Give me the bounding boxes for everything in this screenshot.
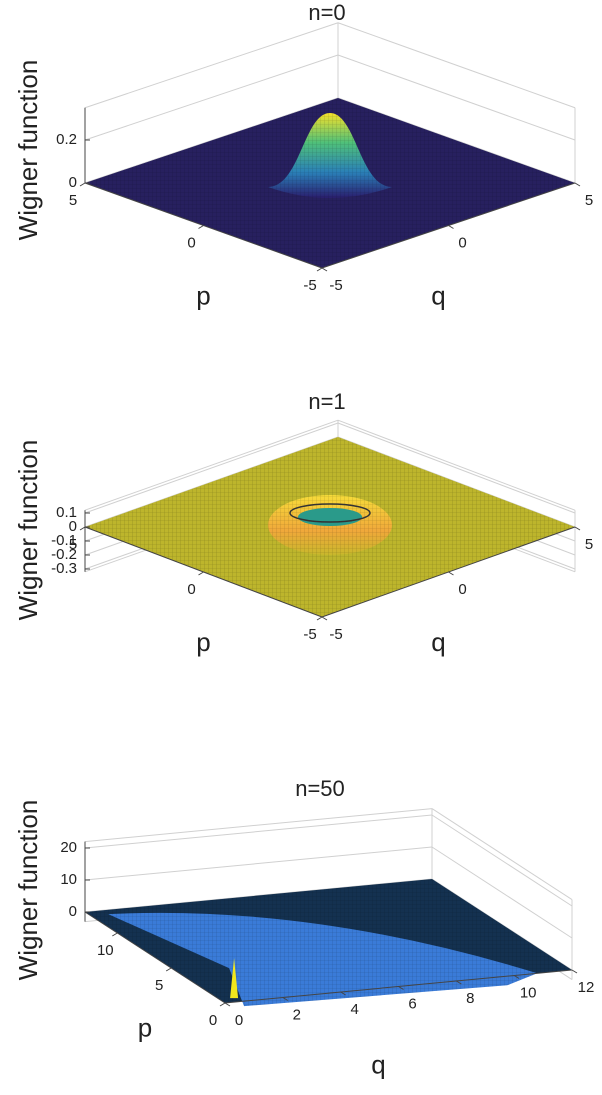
p-axis-label: p [196, 280, 210, 310]
grid-line [337, 54, 576, 141]
p-tick-label: 0 [187, 234, 195, 251]
q-tick-label: 8 [466, 990, 474, 1007]
p-tick-label: 5 [69, 536, 77, 553]
q-tick-label: 10 [520, 984, 537, 1001]
grid-line [84, 422, 339, 514]
q-tick-label: 12 [578, 979, 595, 996]
tick-mark [198, 225, 204, 229]
q-tick-label: -5 [329, 626, 342, 643]
box-edge [84, 22, 339, 109]
p-tick-label: 5 [69, 192, 77, 209]
tick-mark [219, 1002, 226, 1007]
box-edge [337, 419, 576, 511]
z-tick-label: -0.1 [51, 532, 77, 549]
tick-mark [340, 991, 346, 996]
chart-title: n=50 [295, 776, 345, 801]
tick-mark [448, 571, 454, 576]
q-axis-label: q [371, 1049, 385, 1079]
surface-dip-rim [289, 503, 371, 523]
q-axis-label: q [431, 280, 445, 310]
z-axis-label: Wigner function [13, 440, 43, 621]
tick-mark [316, 616, 323, 621]
z-tick-label: 0 [69, 903, 77, 920]
tick-mark [574, 182, 581, 187]
tick-mark [79, 526, 86, 531]
z-axis-label: Wigner function [13, 800, 43, 981]
q-tick-label: -5 [329, 277, 342, 294]
p-tick-label: 5 [155, 977, 163, 994]
box-edge [431, 808, 573, 901]
tick-mark [513, 975, 520, 979]
tick-mark [398, 986, 404, 990]
box-edge [84, 808, 433, 843]
grid-line [431, 846, 573, 939]
tick-mark [198, 571, 204, 576]
tick-mark [448, 225, 454, 229]
p-axis [84, 911, 226, 1004]
tick-mark [112, 932, 118, 937]
p-tick-label: 0 [209, 1012, 217, 1029]
q-tick-label: 0 [235, 1012, 243, 1029]
grid-line [84, 846, 433, 881]
z-tick-label: -0.2 [51, 546, 77, 563]
tick-mark [321, 267, 328, 272]
z-tick-label: 0.2 [56, 131, 77, 148]
chart-title: n=0 [308, 0, 345, 25]
tick-mark [321, 616, 328, 621]
p-tick-label: -5 [303, 277, 316, 294]
q-tick-label: 0 [458, 581, 466, 598]
grid-line [84, 814, 433, 849]
z-tick-label: 0 [69, 174, 77, 191]
z-axis-label: Wigner function [13, 60, 43, 241]
surface-peak-mesh [268, 113, 392, 198]
p-tick-label: 10 [97, 942, 114, 959]
grid-line [337, 422, 576, 514]
panel: 0 5 10 0 2 4 6 8 10 12 0 10 20 p q Wigner function n=50 [13, 776, 594, 1080]
q-tick-label: 6 [408, 995, 416, 1012]
q-tick-label: 2 [293, 1006, 301, 1023]
q-tick-label: 0 [458, 234, 466, 251]
tick-mark [79, 182, 86, 187]
q-tick-label: 4 [350, 1001, 358, 1018]
box-edge [84, 419, 339, 511]
q-tick-label: 5 [585, 536, 593, 553]
z-tick-label: 0 [69, 518, 77, 535]
surface-spike [230, 958, 239, 999]
surface-oscillation-mesh [108, 912, 538, 1007]
tick-mark [571, 969, 578, 974]
z-tick-label: 20 [60, 839, 77, 856]
z-tick-label: -0.3 [51, 560, 77, 577]
chart-title: n=1 [308, 389, 345, 414]
tick-mark [165, 967, 172, 972]
box-edge [337, 22, 576, 109]
q-tick-label: 5 [585, 192, 593, 209]
tick-mark [456, 980, 462, 985]
tick-mark [282, 997, 289, 1001]
q-axis-label: q [431, 627, 445, 657]
p-axis-label: p [196, 627, 210, 657]
p-tick-label: 0 [187, 581, 195, 598]
grid-line [84, 54, 339, 141]
z-tick-label: 10 [60, 871, 77, 888]
tick-mark [574, 526, 581, 531]
p-tick-label: -5 [303, 626, 316, 643]
surface-dip [298, 508, 362, 526]
z-tick-label: 0.1 [56, 504, 77, 521]
grid-line [431, 814, 573, 907]
tick-mark [224, 1002, 231, 1007]
tick-mark [316, 267, 323, 272]
p-axis-label: p [138, 1012, 152, 1042]
